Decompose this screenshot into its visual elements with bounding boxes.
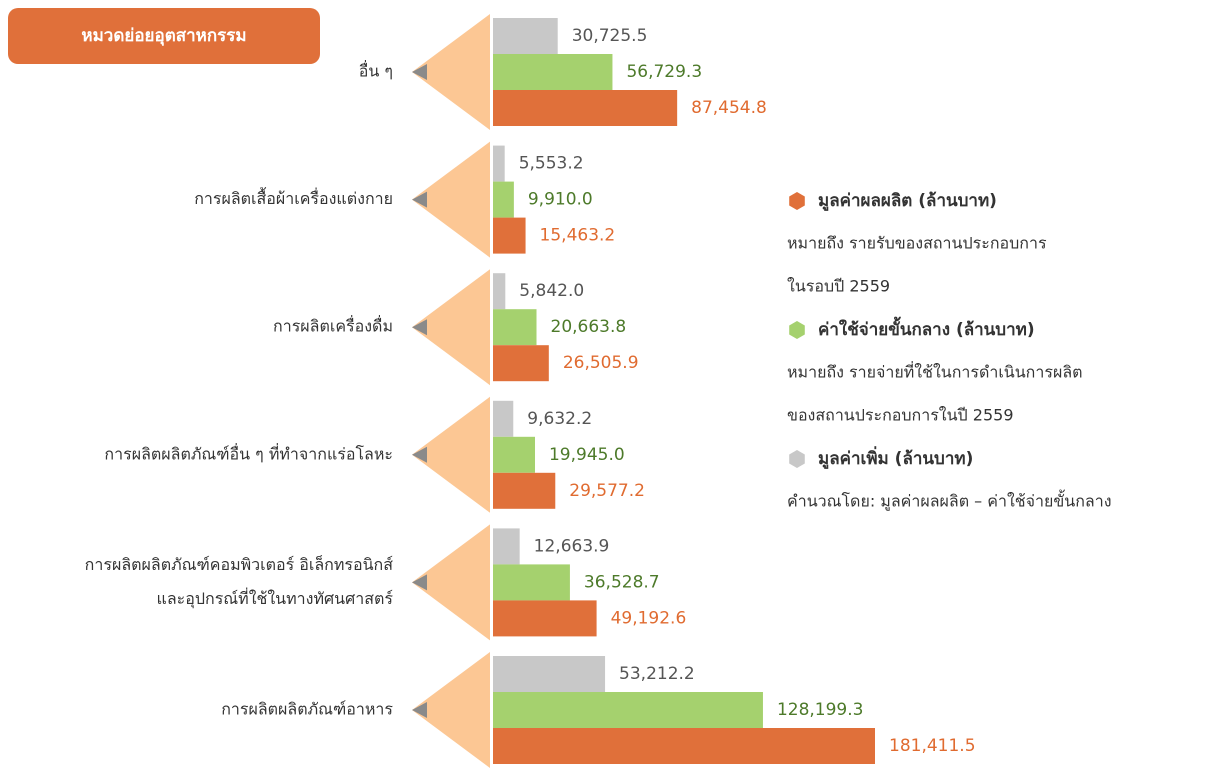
legend-description: หมายถึง รายจ่ายที่ใช้ในการดำเนินการผลิต	[787, 361, 1083, 382]
bar	[493, 528, 520, 565]
value-label: 53,212.2	[619, 664, 695, 684]
bar	[493, 18, 558, 54]
bar	[493, 692, 763, 728]
category-label: การผลิตผลิตภัณฑ์อาหาร	[221, 700, 393, 719]
value-label: 87,454.8	[691, 98, 767, 118]
legend-description: หมายถึง รายรับของสถานประกอบการ	[787, 234, 1047, 253]
fan	[412, 269, 490, 386]
category-label: การผลิตผลิตภัณฑ์คอมพิวเตอร์ อิเล็กทรอนิก…	[85, 554, 394, 574]
value-label: 49,192.6	[611, 608, 687, 628]
bar	[493, 472, 556, 509]
value-label: 9,632.2	[527, 409, 592, 429]
value-label: 15,463.2	[540, 226, 616, 246]
bar	[493, 309, 537, 346]
category-label: การผลิตผลิตภัณฑ์อื่น ๆ ที่ทำจากแร่อโลหะ	[104, 442, 393, 463]
value-label: 181,411.5	[889, 736, 976, 756]
value-label: 20,663.8	[551, 317, 627, 337]
fan	[412, 141, 490, 258]
value-label: 36,528.7	[584, 572, 660, 592]
value-label: 9,910.0	[528, 190, 593, 210]
fan	[412, 14, 490, 130]
value-label: 12,663.9	[534, 536, 610, 556]
fan	[412, 652, 490, 768]
bar	[493, 54, 613, 90]
legend-label: มูลค่าเพิ่ม (ล้านบาท)	[818, 446, 973, 470]
bar	[493, 90, 678, 126]
legend-description: ในรอบปี 2559	[787, 277, 890, 296]
bar	[493, 436, 535, 473]
pointer	[412, 702, 427, 718]
bar	[493, 656, 606, 692]
pointer	[412, 319, 427, 336]
bar	[493, 728, 875, 764]
fan	[412, 396, 490, 513]
legend-description: คำนวณโดย: มูลค่าผลผลิต – ค่าใช้จ่ายขั้นก…	[787, 490, 1112, 512]
bar	[493, 345, 549, 382]
legend-icon	[789, 321, 805, 339]
category-label: อื่น ๆ	[359, 60, 393, 81]
category-label: การผลิตเครื่องดื่ม	[273, 315, 393, 336]
legend-description: ของสถานประกอบการในปี 2559	[787, 406, 1014, 425]
value-label: 29,577.2	[569, 481, 645, 501]
legend-icon	[789, 450, 805, 468]
header: หมวดย่อยอุตสาหกรรม	[81, 26, 246, 46]
legend-label: ค่าใช้จ่ายขั้นกลาง (ล้านบาท)	[818, 316, 1035, 340]
bar	[493, 273, 506, 310]
legend-label: มูลค่าผลผลิต (ล้านบาท)	[818, 191, 997, 212]
bar	[493, 145, 505, 182]
value-label: 56,729.3	[626, 62, 702, 82]
pointer	[412, 446, 427, 463]
bar	[493, 600, 597, 637]
header-box	[8, 8, 320, 64]
pointer	[412, 191, 427, 208]
category-label: และอุปกรณ์ที่ใช้ในทางทัศนศาสตร์	[157, 587, 394, 609]
value-label: 19,945.0	[549, 445, 625, 465]
category-label: การผลิตเสื้อผ้าเครื่องแต่งกาย	[194, 187, 393, 208]
bar	[493, 217, 526, 254]
bar	[493, 564, 570, 601]
bar	[493, 400, 514, 437]
value-label: 5,553.2	[519, 154, 584, 174]
legend-icon	[789, 192, 805, 210]
value-label: 26,505.9	[563, 353, 639, 373]
fan	[412, 524, 490, 641]
pointer	[412, 64, 427, 80]
value-label: 128,199.3	[777, 700, 864, 720]
bar	[493, 181, 514, 218]
pointer	[412, 574, 427, 591]
value-label: 5,842.0	[519, 281, 584, 301]
value-label: 30,725.5	[572, 26, 648, 46]
